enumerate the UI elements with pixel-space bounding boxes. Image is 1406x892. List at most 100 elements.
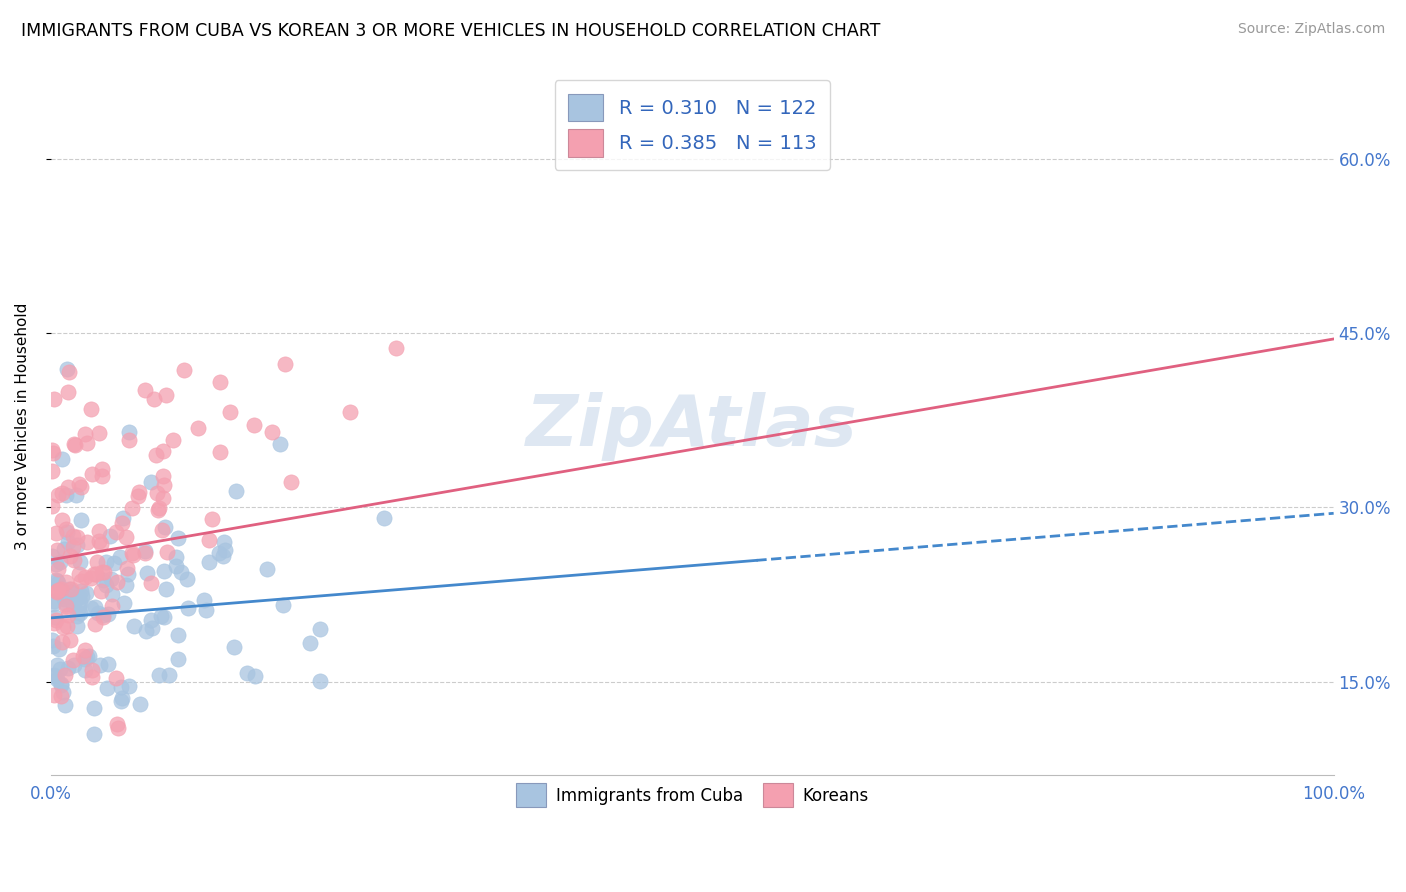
Point bbox=[128, 484, 150, 499]
Point bbox=[46, 562, 69, 576]
Point bbox=[134, 544, 156, 558]
Point bbox=[45, 613, 67, 627]
Point bbox=[73, 570, 96, 584]
Point bbox=[44, 610, 66, 624]
Point bbox=[121, 500, 143, 515]
Point bbox=[134, 384, 156, 398]
Point bbox=[176, 572, 198, 586]
Point bbox=[41, 464, 63, 478]
Point bbox=[134, 546, 156, 560]
Point bbox=[45, 558, 67, 572]
Point bbox=[152, 443, 174, 458]
Point bbox=[55, 488, 77, 502]
Point bbox=[41, 443, 63, 458]
Point bbox=[66, 530, 89, 544]
Point bbox=[51, 451, 73, 466]
Point bbox=[55, 362, 77, 376]
Point bbox=[45, 673, 67, 687]
Point bbox=[105, 525, 128, 540]
Point bbox=[90, 584, 112, 599]
Point bbox=[62, 540, 84, 554]
Point bbox=[48, 555, 70, 569]
Point bbox=[76, 650, 98, 665]
Point bbox=[91, 565, 114, 579]
Point bbox=[148, 500, 170, 515]
Point bbox=[193, 593, 215, 607]
Point bbox=[153, 564, 176, 578]
Point bbox=[63, 657, 86, 672]
Point bbox=[308, 673, 330, 688]
Point bbox=[76, 534, 98, 549]
Point bbox=[46, 584, 69, 599]
Point bbox=[167, 652, 190, 666]
Point bbox=[157, 668, 180, 682]
Point bbox=[115, 560, 138, 574]
Point bbox=[149, 608, 172, 623]
Point bbox=[67, 476, 90, 491]
Point bbox=[209, 445, 232, 459]
Point bbox=[53, 541, 76, 556]
Point bbox=[243, 668, 266, 682]
Point bbox=[41, 549, 63, 563]
Point bbox=[87, 534, 110, 549]
Point bbox=[45, 525, 67, 540]
Point bbox=[45, 573, 67, 587]
Point bbox=[339, 405, 361, 419]
Point bbox=[76, 436, 98, 450]
Point bbox=[118, 679, 141, 693]
Point bbox=[209, 376, 232, 390]
Point bbox=[103, 556, 125, 570]
Point bbox=[111, 510, 134, 524]
Legend: Immigrants from Cuba, Koreans: Immigrants from Cuba, Koreans bbox=[508, 775, 877, 815]
Point bbox=[152, 469, 174, 483]
Point bbox=[136, 566, 159, 580]
Point bbox=[86, 606, 108, 620]
Point bbox=[66, 538, 89, 552]
Point bbox=[83, 616, 105, 631]
Point bbox=[56, 480, 79, 494]
Point bbox=[128, 697, 150, 711]
Point bbox=[115, 578, 138, 592]
Point bbox=[73, 663, 96, 677]
Point bbox=[105, 716, 128, 731]
Point bbox=[89, 658, 111, 673]
Point bbox=[46, 542, 69, 557]
Point bbox=[66, 608, 89, 623]
Point bbox=[93, 573, 115, 587]
Point bbox=[44, 668, 66, 682]
Point bbox=[91, 610, 114, 624]
Point bbox=[225, 484, 247, 499]
Point bbox=[62, 553, 84, 567]
Point bbox=[46, 585, 69, 599]
Point bbox=[42, 392, 65, 407]
Point bbox=[55, 574, 77, 589]
Text: IMMIGRANTS FROM CUBA VS KOREAN 3 OR MORE VEHICLES IN HOUSEHOLD CORRELATION CHART: IMMIGRANTS FROM CUBA VS KOREAN 3 OR MORE… bbox=[21, 22, 880, 40]
Point bbox=[224, 640, 246, 655]
Point bbox=[152, 477, 174, 491]
Point bbox=[70, 514, 93, 528]
Point bbox=[112, 596, 135, 610]
Point bbox=[83, 701, 105, 715]
Point bbox=[153, 520, 176, 534]
Point bbox=[110, 680, 132, 694]
Point bbox=[51, 513, 73, 527]
Point bbox=[84, 567, 107, 582]
Point bbox=[271, 598, 294, 612]
Point bbox=[42, 639, 65, 653]
Point bbox=[80, 571, 103, 585]
Point bbox=[141, 621, 163, 635]
Point bbox=[42, 688, 65, 702]
Point bbox=[219, 405, 242, 419]
Point bbox=[141, 613, 163, 627]
Point bbox=[139, 575, 162, 590]
Point bbox=[52, 592, 75, 607]
Point bbox=[80, 402, 103, 417]
Text: Source: ZipAtlas.com: Source: ZipAtlas.com bbox=[1237, 22, 1385, 37]
Point bbox=[58, 365, 80, 379]
Point bbox=[384, 342, 406, 356]
Point bbox=[51, 689, 73, 703]
Point bbox=[42, 616, 65, 631]
Point bbox=[42, 597, 65, 611]
Point bbox=[90, 537, 112, 551]
Point bbox=[100, 587, 122, 601]
